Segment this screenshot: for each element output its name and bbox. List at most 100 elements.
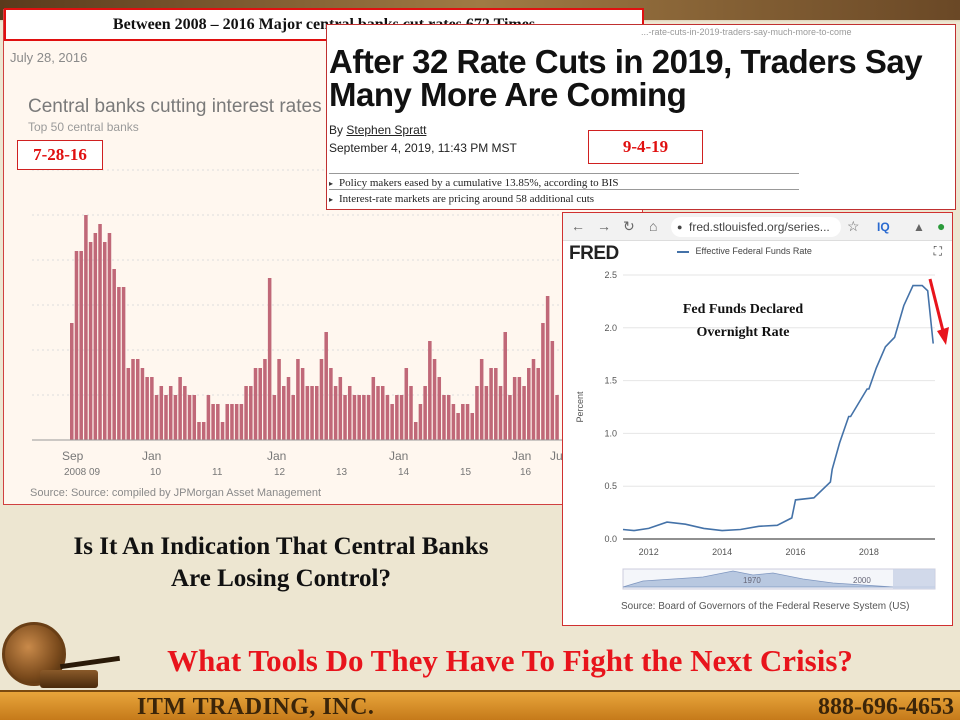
bar — [112, 269, 116, 440]
bar — [399, 395, 404, 440]
bar — [380, 386, 385, 440]
x-year-label: 16 — [520, 467, 532, 478]
bar — [272, 395, 277, 440]
article-headline[interactable]: After 32 Rate Cuts in 2019, Traders Say … — [329, 43, 923, 113]
bar — [541, 323, 545, 440]
x-year-label: 14 — [398, 467, 410, 478]
series-line — [622, 284, 934, 532]
bar — [74, 251, 79, 440]
bar — [121, 287, 126, 440]
fed-funds-annotation: Overnight Rate — [697, 325, 790, 340]
bar — [220, 422, 225, 440]
footer-bar: ITM TRADING, INC. 888-696-4653 — [0, 690, 960, 720]
x-tick-label: Jan — [389, 449, 408, 463]
article-bullet-2: Interest-rate markets are pricing around… — [329, 189, 799, 205]
chart-title: Central banks cutting interest rates — [28, 96, 322, 117]
bar — [343, 395, 347, 440]
x-year-label: 2008 — [64, 467, 87, 478]
bar — [545, 296, 550, 440]
x-tick-label: Jan — [512, 449, 531, 463]
reload-icon[interactable]: ↻ — [623, 218, 635, 234]
chart-date: July 28, 2016 — [10, 50, 88, 65]
fullscreen-icon[interactable]: ⛶ — [933, 244, 942, 258]
bar — [93, 233, 98, 440]
home-icon[interactable]: ⌂ — [649, 218, 658, 234]
bar — [140, 368, 145, 440]
bar — [517, 377, 522, 440]
fred-series-name: Effective Federal Funds Rate — [695, 246, 812, 256]
bar — [216, 404, 220, 440]
bar — [508, 395, 512, 440]
bar — [494, 368, 498, 440]
company-phone[interactable]: 888-696-4653 — [818, 694, 954, 720]
lock-icon: ● — [677, 222, 683, 232]
red-arrow-line — [928, 278, 945, 332]
article-url: ...-rate-cuts-in-2019-traders-say-much-m… — [641, 27, 852, 37]
navigator-label: 2000 — [853, 576, 871, 585]
article-byline: By Stephen Spratt — [329, 123, 426, 137]
bar — [84, 215, 88, 440]
bar — [503, 332, 507, 440]
bar — [527, 368, 531, 440]
fred-source: Source: Board of Governors of the Federa… — [621, 601, 910, 612]
bar — [253, 368, 258, 440]
y-tick-label: 2.0 — [604, 323, 617, 333]
bar — [79, 251, 83, 440]
bar — [277, 359, 281, 440]
date-tag-2019: 9-4-19 — [588, 130, 703, 164]
bar — [536, 368, 540, 440]
back-icon[interactable]: ← — [571, 218, 585, 234]
bar — [446, 395, 451, 440]
fred-browser-window: ← → ↻ ⌂ ● fred.stlouisfed.org/series... … — [562, 212, 953, 626]
address-bar[interactable]: ● fred.stlouisfed.org/series... — [671, 217, 841, 237]
x-tick-label: 2014 — [712, 547, 732, 557]
bar — [362, 395, 366, 440]
x-year-label: 12 — [274, 467, 286, 478]
bar — [385, 395, 390, 440]
chart-source: Source: Source: compiled by JPMorgan Ass… — [30, 487, 322, 499]
bar — [107, 233, 112, 440]
address-text: fred.stlouisfed.org/series... — [689, 220, 830, 234]
bar — [489, 368, 493, 440]
browser-toolbar: ← → ↻ ⌂ ● fred.stlouisfed.org/series... … — [563, 213, 952, 241]
bar — [267, 278, 272, 440]
bar — [178, 377, 182, 440]
extension-hat-icon[interactable]: ▲ — [913, 220, 925, 234]
bar — [150, 377, 154, 440]
bar — [550, 341, 555, 440]
navigator-label: 1970 — [743, 576, 761, 585]
bar — [376, 386, 380, 440]
bar — [98, 224, 102, 440]
y-tick-label: 2.5 — [604, 270, 617, 280]
forward-icon[interactable]: → — [597, 218, 611, 234]
bar — [310, 386, 314, 440]
bar — [206, 395, 211, 440]
bar — [470, 413, 475, 440]
fred-logo: FRED — [569, 243, 619, 264]
bar — [197, 422, 201, 440]
bookmark-star-icon[interactable]: ☆ — [847, 218, 860, 234]
bar — [498, 386, 503, 440]
bar — [413, 422, 418, 440]
bar — [319, 359, 324, 440]
bar — [522, 386, 526, 440]
extension-iq-icon[interactable]: IQ — [877, 220, 890, 234]
x-tick-label: Sep — [62, 449, 84, 463]
bar — [300, 368, 305, 440]
y-tick-label: 1.0 — [604, 428, 617, 438]
extension-green-icon[interactable]: ● — [937, 218, 946, 234]
y-tick-label: 0.5 — [604, 481, 617, 491]
bar — [418, 404, 423, 440]
bar — [234, 404, 239, 440]
bar — [475, 386, 479, 440]
date-tag-2016: 7-28-16 — [17, 140, 103, 170]
bar — [164, 395, 168, 440]
news-article: ...-rate-cuts-in-2019-traders-say-much-m… — [326, 24, 956, 210]
bar — [442, 395, 446, 440]
fed-funds-line-chart: 0.0 0.5 1.0 1.5 2.0 2.5 2012 2014 2016 2018 Percen… — [575, 270, 949, 590]
legend-line-icon — [677, 250, 689, 253]
x-tick-label: Jul — [550, 449, 565, 463]
author-link[interactable]: Stephen Spratt — [346, 123, 427, 137]
bar — [263, 359, 267, 440]
fed-funds-annotation: Fed Funds Declared — [683, 302, 804, 317]
